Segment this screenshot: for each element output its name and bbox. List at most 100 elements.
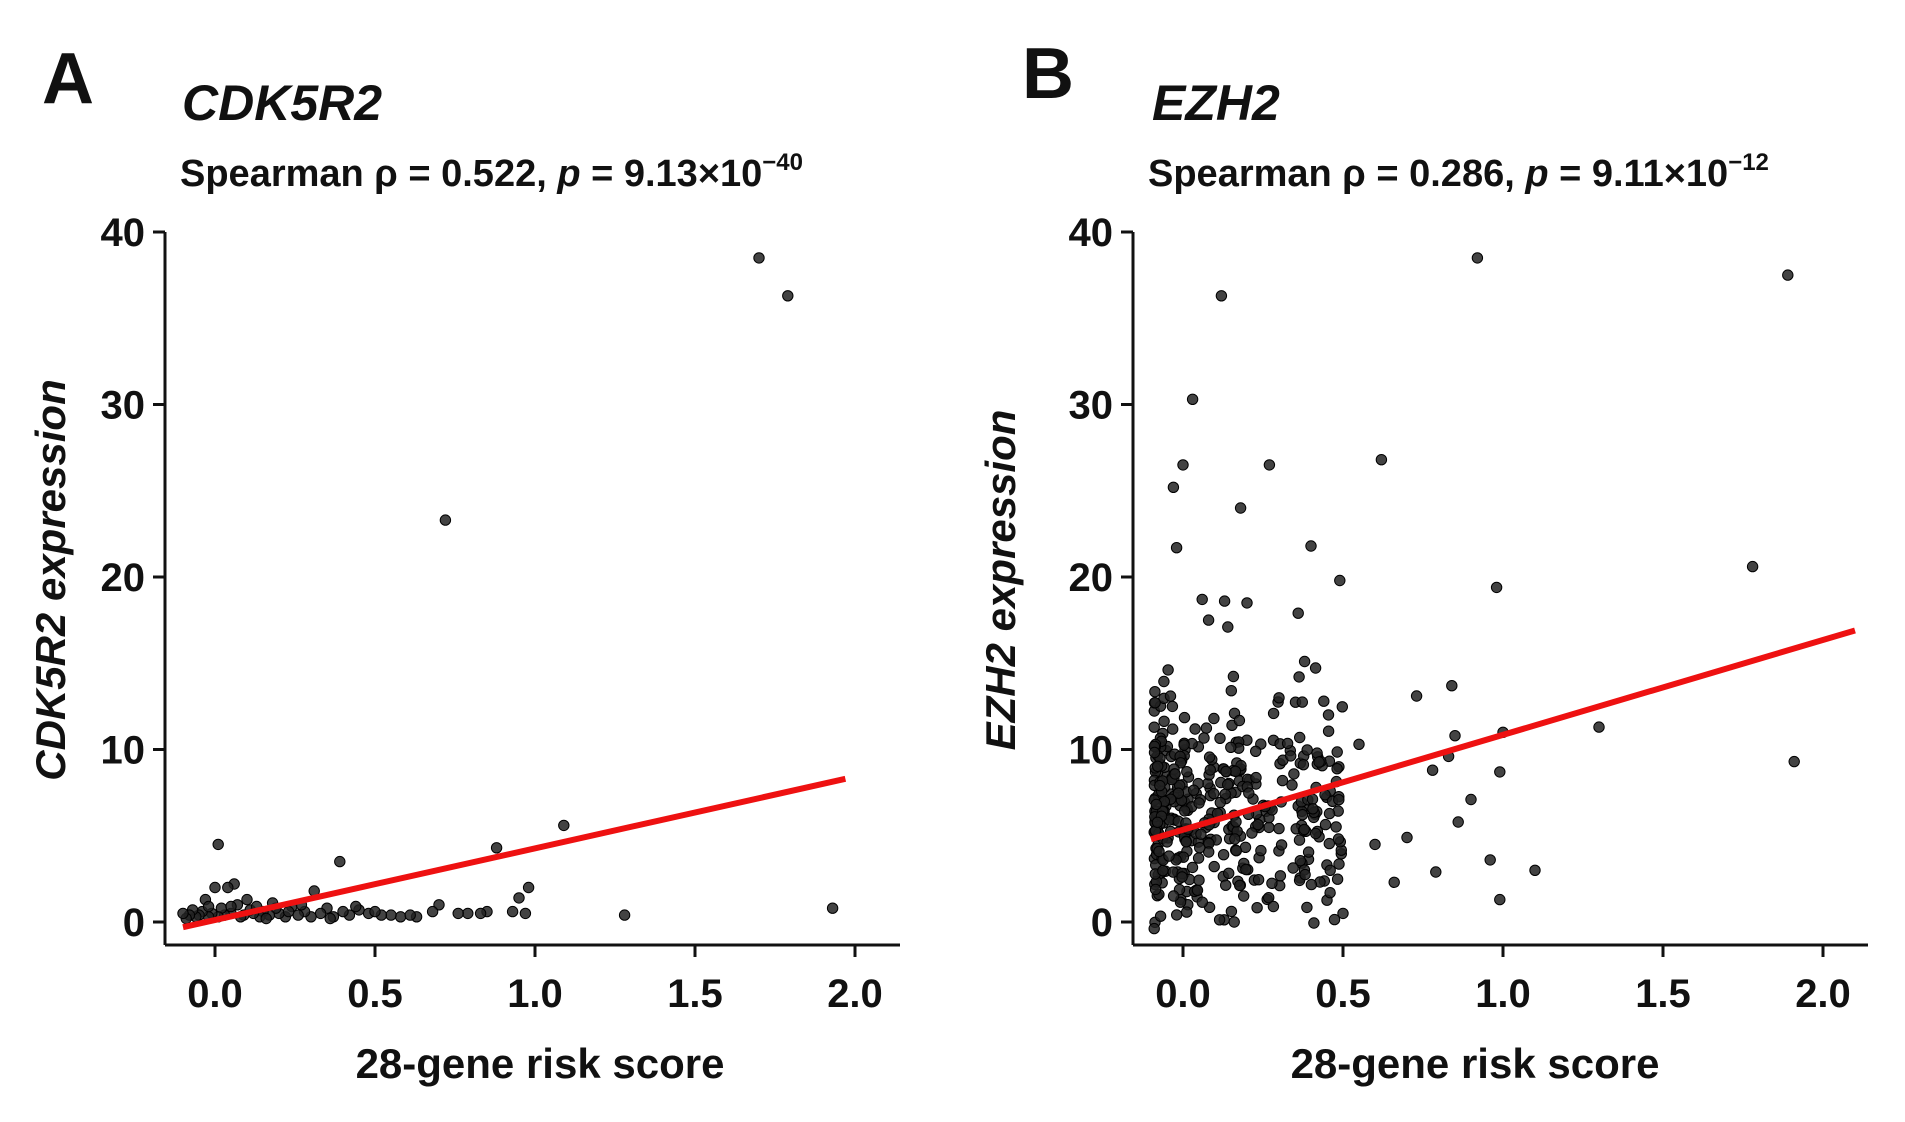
data-point xyxy=(1246,827,1258,839)
data-point xyxy=(282,905,295,918)
data-point xyxy=(1333,858,1345,870)
x-axis-label: 28-gene risk score xyxy=(356,1040,725,1087)
data-point xyxy=(1287,862,1299,874)
y-tick-label: 30 xyxy=(101,384,146,428)
data-point xyxy=(1215,290,1228,302)
data-point xyxy=(1293,834,1306,846)
data-point xyxy=(1171,909,1183,921)
data-point xyxy=(1263,892,1275,904)
data-point xyxy=(1273,692,1285,704)
data-point xyxy=(1298,655,1311,668)
data-point xyxy=(1471,252,1484,264)
data-point xyxy=(1299,868,1311,881)
data-point xyxy=(1322,725,1335,737)
data-point xyxy=(1193,797,1205,809)
data-point xyxy=(1223,867,1235,879)
data-point xyxy=(1494,766,1506,778)
data-point xyxy=(1337,907,1349,920)
data-point xyxy=(1220,879,1232,891)
x-tick-label: 0.5 xyxy=(1315,972,1371,1016)
trend-line-group xyxy=(182,775,847,931)
data-points xyxy=(1148,252,1800,935)
data-point xyxy=(1275,839,1288,851)
data-point xyxy=(1251,902,1263,914)
data-point xyxy=(1167,723,1179,735)
data-point xyxy=(1151,816,1164,828)
data-point xyxy=(404,909,416,921)
data-point xyxy=(1401,831,1413,844)
data-point xyxy=(1331,746,1343,758)
x-tick-label: 1.0 xyxy=(1475,972,1531,1016)
data-point xyxy=(1322,709,1335,721)
data-point xyxy=(1267,900,1280,913)
y-tick-label: 20 xyxy=(101,556,146,600)
panel-a: A CDK5R2 Spearman ρ = 0.522, p = 9.13×10… xyxy=(27,39,900,1087)
data-point xyxy=(1169,768,1181,780)
axes: 0 10 20 30 40 0.0 0.5 1.0 1.5 2.0 xyxy=(1069,211,1868,1016)
data-point xyxy=(1310,827,1322,840)
data-point xyxy=(1234,879,1246,892)
data-point xyxy=(1148,746,1161,759)
data-point xyxy=(1229,765,1242,777)
data-point xyxy=(1217,849,1230,861)
data-point xyxy=(1186,393,1199,405)
data-point xyxy=(826,902,839,914)
data-point xyxy=(1234,502,1247,514)
data-point xyxy=(1301,744,1313,756)
data-point xyxy=(1176,871,1188,883)
data-point xyxy=(1305,878,1318,891)
data-point xyxy=(1324,887,1336,899)
x-tick-label: 2.0 xyxy=(1795,972,1851,1016)
data-point xyxy=(1220,765,1232,778)
data-point xyxy=(1204,764,1217,776)
data-point xyxy=(1250,771,1262,784)
chart-title: EZH2 xyxy=(1152,75,1280,131)
data-point xyxy=(1222,778,1234,791)
y-axis-label: EZH2 expression xyxy=(977,410,1024,751)
data-point xyxy=(1369,838,1381,851)
data-point xyxy=(212,838,224,851)
data-point xyxy=(1276,774,1289,787)
data-point xyxy=(753,252,765,264)
data-point xyxy=(1191,884,1204,896)
data-point xyxy=(1167,890,1180,902)
data-point xyxy=(1353,738,1365,750)
y-tick-label: 40 xyxy=(101,211,146,255)
data-point xyxy=(1181,906,1193,918)
subtitle-p-value: = 9.13×10 xyxy=(581,153,763,195)
y-axis-label-rest: expression xyxy=(27,379,74,612)
data-point xyxy=(1297,759,1310,771)
chart-subtitle: Spearman ρ = 0.286, p = 9.11×10−12 xyxy=(1148,149,1769,195)
data-point xyxy=(314,907,327,920)
data-point xyxy=(241,893,253,906)
data-point xyxy=(1218,595,1231,607)
subtitle-p-value: = 9.11×10 xyxy=(1549,153,1729,195)
y-axis-label-gene: CDK5R2 xyxy=(27,613,74,781)
data-point xyxy=(1323,807,1336,820)
data-point xyxy=(1446,680,1458,692)
data-point xyxy=(1494,893,1506,906)
subtitle-p-symbol: p xyxy=(1524,153,1548,195)
data-point xyxy=(1263,821,1275,834)
data-point xyxy=(1309,662,1322,674)
data-point xyxy=(1313,756,1325,768)
y-tick-label: 0 xyxy=(1091,901,1113,945)
data-point xyxy=(1181,766,1193,778)
data-point xyxy=(1292,607,1304,619)
data-point xyxy=(1388,876,1400,888)
data-point xyxy=(369,905,381,918)
data-point xyxy=(1150,798,1163,811)
x-tick-label: 1.5 xyxy=(667,972,723,1016)
data-point xyxy=(1308,917,1320,929)
data-point xyxy=(490,842,503,854)
data-point xyxy=(1330,821,1342,833)
data-point xyxy=(260,912,272,925)
data-point xyxy=(1426,764,1439,776)
x-tick-label: 0.0 xyxy=(1155,972,1211,1016)
data-point xyxy=(1238,890,1250,902)
y-tick-label: 20 xyxy=(1069,556,1114,600)
subtitle-prefix: Spearman ρ = 0.286, xyxy=(1148,153,1525,195)
data-point xyxy=(1267,707,1280,720)
data-point xyxy=(1529,864,1541,876)
